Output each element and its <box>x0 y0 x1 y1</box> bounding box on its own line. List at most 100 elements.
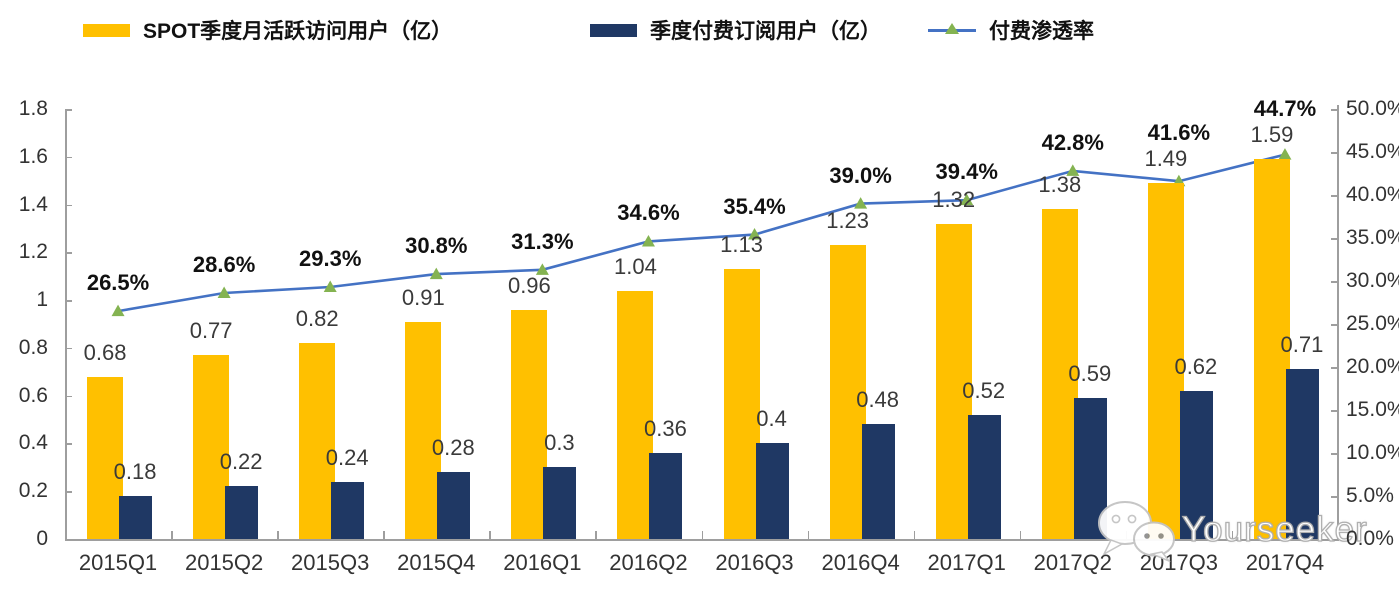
penetration-value-label: 31.3% <box>511 228 574 254</box>
bar-value-label: 0.48 <box>856 387 900 413</box>
subs-bar-2016Q1 <box>543 467 577 539</box>
bar-value-label: 0.96 <box>507 272 551 298</box>
x-axis-tick <box>1338 531 1340 539</box>
x-axis-tick <box>1231 531 1234 539</box>
legend-item-mau: SPOT季度月活跃访问用户（亿） <box>83 16 452 44</box>
penetration-value-label: 29.3% <box>299 246 362 272</box>
left-axis-tick <box>65 252 72 254</box>
triangle-marker-icon <box>429 267 443 280</box>
left-axis-tick <box>65 539 72 541</box>
subs-bar-2016Q3 <box>755 443 789 539</box>
mau-bar-2016Q2 <box>617 290 654 539</box>
left-axis-tick-label: 0.2 <box>18 479 48 503</box>
right-axis-tick <box>1331 539 1338 541</box>
x-axis-label: 2017Q1 <box>927 550 1006 575</box>
mau-bar-2016Q3 <box>723 269 760 539</box>
subs-bar-2015Q2 <box>225 486 259 539</box>
x-axis-label: 2015Q4 <box>397 550 476 575</box>
subs-bar-2016Q4 <box>861 424 895 539</box>
mau-bar-2015Q4 <box>405 321 442 539</box>
x-axis-label: 2015Q2 <box>184 550 264 575</box>
right-axis-tick-label: 0.0% <box>1346 527 1394 550</box>
left-axis-tick <box>65 300 72 302</box>
subs-bar-2017Q4 <box>1285 369 1319 539</box>
penetration-value-label: 28.6% <box>192 252 256 278</box>
right-axis-tick-label: 10.0% <box>1346 441 1399 464</box>
left-axis-tick-label: 0.4 <box>18 431 48 455</box>
right-axis-tick <box>1331 410 1338 412</box>
right-axis-tick <box>1331 453 1338 455</box>
x-axis-tick <box>171 531 173 539</box>
plot-area: 0.68 0.77 0.82 0.91 0.96 1.04 1.13 1.23 1.32 1.38… <box>65 97 1338 539</box>
x-axis-line <box>65 539 1339 541</box>
bar-value-label: 0.4 <box>756 406 787 432</box>
mau-bar-2017Q3 <box>1147 183 1184 539</box>
bar-value-label: 0.59 <box>1068 361 1112 387</box>
watermark-text: Yourseeker <box>1181 509 1368 549</box>
right-axis-tick-label: 25.0% <box>1346 312 1399 335</box>
bar-value-label: 1.59 <box>1250 122 1294 148</box>
triangle-marker-icon <box>641 234 655 247</box>
left-axis-tick <box>65 347 72 350</box>
x-axis-label: 2016Q2 <box>609 550 688 575</box>
penetration-value-label: 41.6% <box>1147 120 1211 146</box>
penetration-value-label: 30.8% <box>405 233 468 259</box>
left-axis-tick <box>65 443 72 445</box>
triangle-marker-icon <box>945 23 959 34</box>
right-axis-tick-label: 45.0% <box>1346 140 1399 163</box>
left-axis-tick-label: 1.4 <box>18 192 48 216</box>
right-axis-tick-label: 30.0% <box>1346 269 1399 292</box>
left-axis-line <box>65 109 67 540</box>
subs-bar-swatch-icon <box>590 23 637 37</box>
bar-value-label: 0.22 <box>219 449 263 475</box>
right-axis-tick <box>1331 109 1338 111</box>
right-axis-tick-label: 35.0% <box>1346 226 1399 249</box>
x-axis-label: 2015Q1 <box>78 550 158 575</box>
left-axis-tick-label: 0.6 <box>18 383 48 407</box>
bar-value-label: 0.18 <box>113 459 157 484</box>
mau-bar-swatch-icon <box>83 23 130 37</box>
bar-value-label: 0.77 <box>189 318 233 344</box>
subs-bar-2015Q3 <box>331 481 365 539</box>
bar-value-label: 1.49 <box>1144 146 1188 172</box>
legend-item-subs: 季度付费订阅用户（亿） <box>590 16 881 44</box>
triangle-marker-icon <box>1066 164 1080 176</box>
triangle-marker-icon <box>960 193 974 206</box>
triangle-marker-icon <box>323 280 337 293</box>
x-axis-label: 2016Q1 <box>503 550 582 575</box>
subs-bar-2017Q1 <box>967 414 1001 539</box>
legend-label-subs: 季度付费订阅用户（亿） <box>650 20 881 43</box>
x-axis-tick <box>65 531 67 539</box>
left-axis-tick-label: 1.8 <box>18 97 48 120</box>
left-axis-tick <box>65 109 72 111</box>
left-axis-tick-label: 0 <box>36 527 48 550</box>
watermark: Yourseeker <box>1096 498 1368 562</box>
bar-value-label: 0.62 <box>1174 353 1218 379</box>
mau-bar-2015Q2 <box>193 355 230 539</box>
triangle-marker-icon <box>748 228 762 240</box>
penetration-value-label: 44.7% <box>1253 96 1317 122</box>
triangle-marker-icon <box>535 263 549 275</box>
right-axis-line <box>1337 105 1339 540</box>
left-axis-tick <box>65 204 72 207</box>
x-axis-label: 2017Q4 <box>1245 550 1325 575</box>
left-axis-tick <box>65 156 72 159</box>
bar-value-label: 0.82 <box>295 306 339 332</box>
mau-bar-2017Q1 <box>935 223 972 539</box>
legend-item-penetration: 付费渗透率 <box>928 16 1094 44</box>
penetration-value-label: 39.0% <box>829 162 892 188</box>
bar-value-label: 0.52 <box>962 377 1006 403</box>
bar-value-label: 0.71 <box>1280 332 1324 358</box>
left-axis-tick-label: 1.6 <box>18 144 48 168</box>
bar-value-label: 1.32 <box>932 186 976 212</box>
right-axis-tick <box>1331 195 1338 197</box>
x-axis-label: 2015Q3 <box>291 550 370 575</box>
mau-bar-2015Q1 <box>87 376 124 539</box>
mau-bar-2016Q4 <box>829 245 866 539</box>
penetration-value-label: 26.5% <box>86 270 150 296</box>
triangle-marker-icon <box>854 197 868 209</box>
x-axis-tick <box>277 531 279 539</box>
x-axis-label: 2017Q2 <box>1033 550 1112 575</box>
x-axis-tick <box>595 531 597 539</box>
